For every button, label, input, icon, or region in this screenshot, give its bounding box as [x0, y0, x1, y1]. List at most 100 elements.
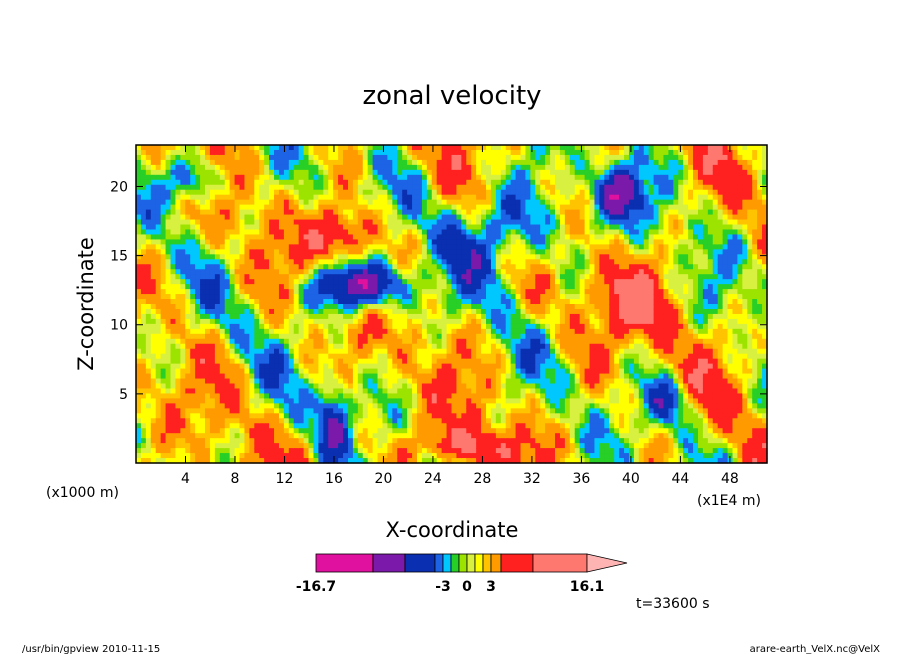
field-cell	[234, 214, 241, 221]
field-cell	[397, 323, 403, 330]
field-cell	[313, 338, 319, 345]
field-cell	[515, 403, 522, 409]
field-cell	[313, 299, 319, 305]
field-cell	[495, 433, 502, 439]
field-cell	[175, 448, 181, 454]
field-cell	[461, 199, 467, 206]
field-cell	[160, 313, 167, 320]
field-cell	[288, 328, 295, 335]
field-cell	[303, 308, 310, 315]
field-cell	[426, 403, 433, 409]
field-cell	[446, 333, 453, 340]
field-cell	[264, 368, 270, 375]
field-cell	[150, 353, 157, 360]
field-cell	[510, 234, 517, 241]
field-cell	[367, 199, 374, 206]
field-cell	[224, 289, 231, 295]
field-cell	[200, 353, 206, 360]
field-cell	[500, 264, 507, 270]
field-cell	[412, 169, 418, 176]
field-cell	[328, 189, 334, 196]
field-cell	[466, 194, 472, 201]
field-cell	[402, 428, 408, 434]
field-cell	[259, 219, 265, 226]
field-cell	[338, 149, 344, 156]
field-cell	[446, 398, 453, 404]
field-cell	[397, 328, 403, 335]
field-cell	[165, 264, 172, 270]
field-cell	[446, 313, 453, 320]
field-cell	[461, 149, 467, 156]
field-cell	[377, 433, 384, 439]
field-cell	[140, 433, 147, 439]
field-cell	[224, 259, 231, 265]
field-cell	[352, 373, 359, 380]
field-cell	[402, 323, 408, 330]
field-cell	[288, 453, 295, 459]
field-cell	[407, 378, 413, 385]
field-cell	[402, 408, 408, 414]
field-cell	[264, 343, 270, 350]
field-cell	[200, 313, 206, 320]
field-cell	[274, 378, 280, 385]
field-cell	[372, 145, 379, 151]
field-cell	[343, 259, 349, 265]
field-cell	[510, 154, 517, 161]
field-cell	[372, 179, 379, 186]
field-cell	[195, 304, 201, 310]
field-cell	[328, 244, 334, 250]
field-cell	[288, 254, 295, 260]
field-cell	[431, 318, 438, 325]
field-cell	[471, 154, 477, 161]
field-cell	[160, 179, 167, 186]
field-cell	[298, 393, 305, 400]
field-cell	[426, 343, 433, 350]
field-cell	[313, 179, 319, 186]
field-cell	[486, 333, 492, 340]
field-cell	[510, 403, 517, 409]
field-cell	[145, 348, 152, 355]
field-cell	[352, 453, 359, 459]
field-cell	[239, 244, 246, 250]
field-cell	[170, 269, 177, 275]
field-cell	[471, 244, 477, 250]
field-cell	[288, 209, 295, 216]
field-cell	[293, 249, 300, 255]
field-cell	[313, 194, 319, 201]
field-cell	[308, 149, 315, 156]
field-cell	[278, 214, 285, 221]
field-cell	[343, 289, 349, 295]
field-cell	[209, 308, 216, 315]
field-cell	[328, 209, 334, 216]
field-cell	[254, 308, 260, 315]
field-cell	[328, 204, 334, 211]
field-cell	[195, 333, 201, 340]
field-cell	[200, 413, 206, 419]
field-cell	[244, 209, 250, 216]
field-cell	[446, 214, 453, 221]
field-cell	[214, 428, 221, 434]
field-cell	[323, 363, 329, 370]
field-cell	[293, 274, 300, 280]
field-cell	[333, 179, 339, 186]
field-cell	[283, 368, 290, 375]
field-cell	[209, 249, 216, 255]
field-cell	[421, 373, 428, 380]
field-cell	[412, 418, 418, 424]
field-cell	[495, 368, 502, 375]
field-cell	[377, 358, 384, 365]
field-cell	[214, 269, 221, 275]
field-cell	[520, 149, 527, 156]
field-cell	[165, 149, 172, 156]
field-cell	[155, 244, 162, 250]
field-cell	[510, 194, 517, 201]
field-cell	[140, 199, 147, 206]
field-cell	[254, 259, 260, 265]
field-cell	[234, 433, 241, 439]
field-cell	[145, 229, 152, 236]
field-cell	[249, 145, 255, 151]
field-cell	[421, 284, 428, 290]
field-cell	[466, 294, 472, 300]
field-cell	[515, 378, 522, 385]
field-cell	[486, 348, 492, 355]
